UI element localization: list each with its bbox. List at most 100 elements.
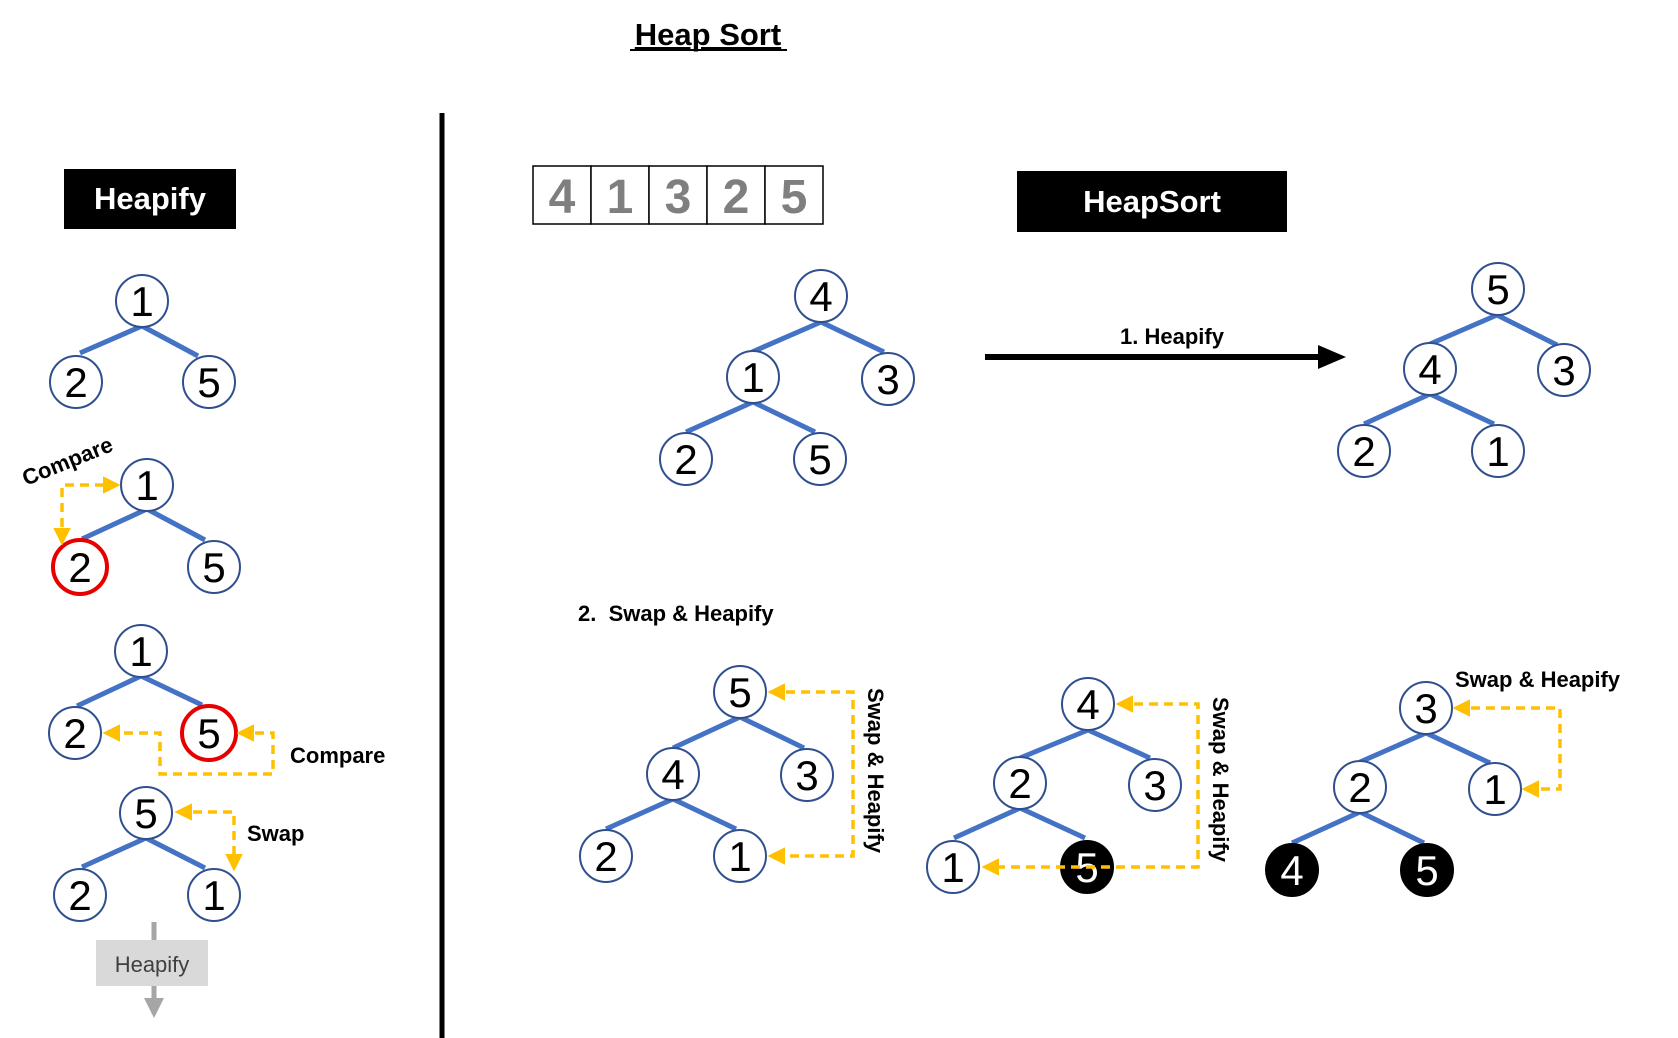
tree-node-value: 2 [1352, 428, 1375, 475]
tree-node-value: 3 [876, 356, 899, 403]
array-cell [764, 165, 824, 225]
swap-arrow [174, 803, 243, 872]
tree-node [861, 352, 915, 406]
tree-node [926, 840, 980, 894]
tree-node-value: 1 [941, 844, 964, 891]
tree-node-value: 3 [1143, 762, 1166, 809]
tree-node-value: 2 [64, 359, 87, 406]
left-tree-3: 1 2 5 [48, 624, 275, 776]
array-value: 1 [607, 171, 634, 224]
tree-node-value: 1 [1486, 428, 1509, 475]
tree-node-value: 2 [68, 872, 91, 919]
swap-heapify-label-3: Swap & Heapify [1455, 667, 1621, 692]
tree-node-value: 5 [202, 544, 225, 591]
swap-arrow [981, 695, 1200, 876]
heapify-header-box [64, 169, 236, 229]
tree-node-value: 1 [135, 462, 158, 509]
next-heapify-label: Heapify [115, 952, 190, 977]
tree-node [646, 747, 700, 801]
heapify-header: Heapify [94, 181, 207, 216]
array-value: 3 [665, 171, 692, 224]
tree-node-value: 2 [594, 833, 617, 880]
array-cell [706, 165, 766, 225]
tree-node [713, 829, 767, 883]
tree-node-value: 4 [1076, 681, 1099, 728]
tree-node-value: 4 [809, 273, 832, 320]
array-cell [590, 165, 650, 225]
tree-node-value: 5 [728, 669, 751, 716]
tree-node [1399, 681, 1453, 735]
sorted-node [1265, 843, 1319, 897]
tree-node-value: 2 [1008, 760, 1031, 807]
swap-tree-3: 3 2 1 4 5 [1265, 681, 1562, 897]
array-value: 5 [781, 171, 808, 224]
tree-node-value: 1 [741, 354, 764, 401]
heapified-tree: 5 4 3 2 1 [1337, 262, 1591, 478]
tree-node [1471, 424, 1525, 478]
tree-node-value: 2 [674, 436, 697, 483]
tree-node-value: 3 [795, 752, 818, 799]
tree-node [182, 355, 236, 409]
tree-node [53, 868, 107, 922]
tree-node-value: 4 [1280, 847, 1303, 894]
tree-node-value: 5 [197, 710, 220, 757]
heapsort-header-box [1017, 171, 1287, 232]
tree-node-value: 2 [68, 544, 91, 591]
tree-node-value: 5 [1486, 266, 1509, 313]
tree-node [114, 624, 168, 678]
tree-node [579, 829, 633, 883]
tree-node-value: 1 [1483, 766, 1506, 813]
tree-node-value: 2 [63, 710, 86, 757]
tree-node [48, 706, 102, 760]
tree-node-value: 3 [1414, 685, 1437, 732]
tree-node-value: 1 [129, 628, 152, 675]
step1-label: 1. Heapify [1120, 324, 1225, 349]
tree-node [1471, 262, 1525, 316]
heapify-step-arrowhead [1318, 345, 1346, 369]
tree-node [659, 432, 713, 486]
array-cell [532, 165, 592, 225]
tree-node-value: 5 [197, 359, 220, 406]
tree-node [119, 786, 173, 840]
sorted-node [1400, 843, 1454, 897]
next-heapify-box [96, 940, 208, 986]
compare-arrow [53, 476, 121, 546]
tree-node-value: 5 [1415, 847, 1438, 894]
tree-node-value: 1 [728, 833, 751, 880]
swap-arrow [1452, 699, 1562, 798]
tree-node-value: 5 [808, 436, 831, 483]
left-tree-1: 1 2 5 [49, 274, 236, 409]
tree-node [120, 458, 174, 512]
compare-label-2: Compare [290, 743, 385, 768]
swap-tree-2: 4 2 3 1 5 [926, 677, 1200, 894]
tree-node [1537, 343, 1591, 397]
tree-node [115, 274, 169, 328]
swap-arrow [767, 683, 855, 865]
tree-node-value: 2 [1348, 764, 1371, 811]
tree-node [1333, 760, 1387, 814]
tree-node-value: 4 [1418, 346, 1441, 393]
next-heapify-indicator [96, 922, 208, 1018]
heapsort-header: HeapSort [1083, 184, 1221, 219]
tree-node [794, 269, 848, 323]
tree-node [1403, 342, 1457, 396]
tree-node [1337, 424, 1391, 478]
tree-node [793, 432, 847, 486]
array-value: 2 [723, 171, 750, 224]
step2-label: 2. Swap & Heapify [578, 601, 774, 626]
tree-node-value: 4 [661, 751, 684, 798]
tree-node-value: 1 [202, 872, 225, 919]
swap-heapify-label-2: Swap & Heapify [1208, 697, 1233, 863]
compare-label-1: Compare [19, 432, 117, 491]
input-array: 4 1 3 2 5 [532, 165, 824, 225]
initial-tree: 4 1 3 2 5 [659, 269, 915, 486]
swap-heapify-label-1: Swap & Heapify [863, 688, 888, 854]
tree-node-value: 3 [1552, 347, 1575, 394]
array-cell [648, 165, 708, 225]
array-value: 4 [549, 171, 576, 224]
swap-label: Swap [247, 821, 304, 846]
tree-node [187, 540, 241, 594]
page-title: Heap Sort [635, 17, 781, 52]
tree-node-value: 5 [134, 790, 157, 837]
